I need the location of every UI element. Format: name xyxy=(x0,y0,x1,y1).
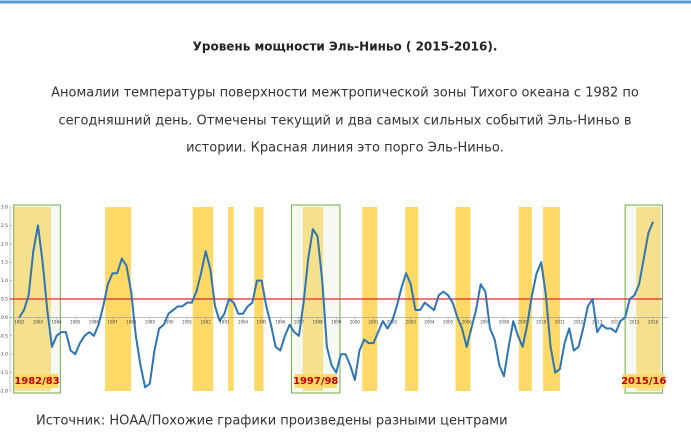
x-tick-label: 1985 xyxy=(70,319,81,324)
y-tick-label: 0.5 xyxy=(1,297,8,303)
x-tick-label: 2001 xyxy=(368,319,379,324)
x-tick-label: 1989 xyxy=(145,319,156,324)
chart: 3.0 2.5 2.0 1.5 1.0 0.5 0.0 -0.5 -1.0 -1.5 -2.0 198… xyxy=(0,204,668,395)
box-label-bg xyxy=(294,374,337,388)
x-tick-label: 1987 xyxy=(107,319,118,324)
y-tick-label: 2.5 xyxy=(1,223,8,229)
y-tick-label: -0.5 xyxy=(0,333,8,339)
x-tick-label: 1991 xyxy=(182,319,193,324)
x-tick-label: 1984 xyxy=(52,319,63,324)
x-tick-label: 1998 xyxy=(312,319,323,324)
box-label-bg xyxy=(16,374,59,388)
x-tick-label: 2008 xyxy=(499,319,510,324)
x-tick-label: 1983 xyxy=(33,319,44,324)
x-tick-label: 2014 xyxy=(611,319,622,324)
y-tick-label: 1.0 xyxy=(1,278,8,284)
y-tick-label: -1.0 xyxy=(0,352,8,358)
source-note: Источник: НОАА/Похожие графики произведе… xyxy=(36,414,508,429)
x-tick-label: 2011 xyxy=(555,319,566,324)
paragraph-line: Аномалии температуры поверхности межтроп… xyxy=(51,86,639,101)
x-tick-label: 1990 xyxy=(163,319,174,324)
y-tick-label: -2.0 xyxy=(0,389,8,395)
y-tick-label: -1.5 xyxy=(0,370,8,376)
y-tick-label: 1.5 xyxy=(1,260,8,266)
box-label-bg xyxy=(622,374,665,388)
x-tick-label: 2009 xyxy=(518,319,529,324)
x-tick-label: 2013 xyxy=(592,319,603,324)
x-tick-label: 1993 xyxy=(219,319,230,324)
x-tick-label: 1988 xyxy=(126,319,137,324)
x-tick-label: 1994 xyxy=(238,319,249,324)
title: Уровень мощности Эль-Ниньо ( 2015-2016). xyxy=(193,40,498,54)
x-tick-label: 2004 xyxy=(424,319,435,324)
y-tick-label: 3.0 xyxy=(1,205,8,211)
x-tick-label: 2010 xyxy=(536,319,547,324)
x-tick-label: 2016 xyxy=(648,319,659,324)
x-tick-label: 2006 xyxy=(462,319,473,324)
x-tick-label: 1995 xyxy=(257,319,268,324)
x-tick-label: 1986 xyxy=(89,319,100,324)
x-tick-label: 2003 xyxy=(406,319,417,324)
x-tick-label: 1996 xyxy=(275,319,286,324)
paragraph-line: сегодняшний день. Отмечены текущий и два… xyxy=(58,114,631,129)
x-tick-label: 1999 xyxy=(331,319,342,324)
paragraph-line: истории. Красная линия это порго Эль-Нин… xyxy=(186,141,504,156)
box-label: 1982/83 xyxy=(14,376,59,387)
x-tick-label: 2007 xyxy=(480,319,491,324)
y-tick-label: 0.0 xyxy=(1,315,8,321)
x-tick-label: 1982 xyxy=(14,319,25,324)
x-tick-label: 2015 xyxy=(629,319,640,324)
anomaly-line xyxy=(18,221,655,389)
y-tick-label: 2.0 xyxy=(1,241,8,247)
box-label: 2015/16 xyxy=(621,376,666,387)
x-tick-label: 1992 xyxy=(201,319,212,324)
x-tick-label: 1997 xyxy=(294,319,305,324)
x-tick-label: 2005 xyxy=(443,319,454,324)
x-tick-label: 2012 xyxy=(573,319,584,324)
box-label: 1997/98 xyxy=(293,376,338,387)
x-tick-label: 2000 xyxy=(350,319,361,324)
